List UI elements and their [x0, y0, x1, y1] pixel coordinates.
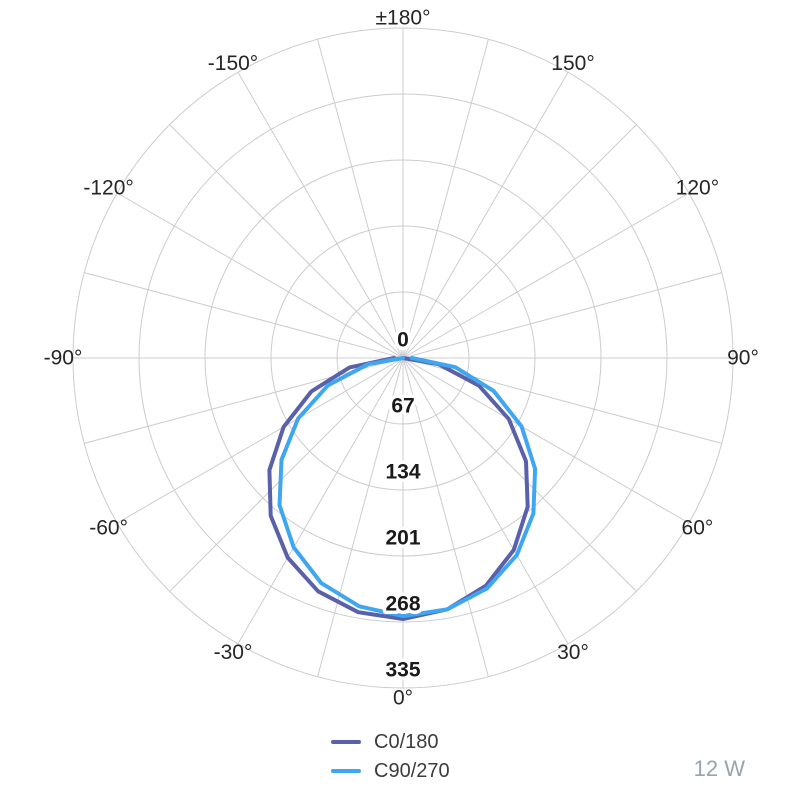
grid-spoke [169, 124, 404, 359]
grid-spoke [237, 357, 404, 645]
angle-label: 150° [551, 52, 594, 75]
grid-spoke [402, 357, 489, 677]
angle-label: 60° [682, 517, 714, 540]
legend-swatch-c90-270 [331, 769, 361, 773]
grid-spoke [402, 124, 637, 359]
wattage-label: 12 W [693, 756, 745, 781]
radial-tick-label: 201 [385, 527, 420, 550]
radial-tick-label: 134 [385, 461, 420, 484]
grid-spoke [402, 192, 690, 359]
angle-label: -60° [89, 517, 128, 540]
grid-spoke [84, 272, 404, 359]
grid-spoke [402, 357, 637, 592]
grid-spoke [317, 39, 404, 359]
grid-spoke [402, 71, 569, 359]
grid-spoke [169, 357, 404, 592]
angle-label: -30° [214, 641, 253, 664]
legend-label-c0-180: C0/180 [374, 731, 439, 753]
angle-label: -150° [208, 52, 258, 75]
angle-label: 90° [727, 347, 759, 370]
grid-spoke [402, 272, 722, 359]
angle-label: 0° [393, 687, 413, 710]
grid-spoke [116, 357, 404, 524]
radial-tick-label: 0 [397, 329, 409, 352]
grid-spoke [237, 71, 404, 359]
angle-label: 120° [676, 177, 719, 200]
grid-spoke [402, 357, 569, 645]
legend-label-c90-270: C90/270 [374, 760, 450, 782]
angle-label: -90° [44, 347, 83, 370]
angle-label: -120° [83, 177, 133, 200]
grid-spoke [317, 357, 404, 677]
legend-swatch-c0-180 [331, 740, 361, 744]
angle-label: ±180° [376, 7, 431, 30]
legend-item-c90-270: C90/270 [331, 760, 450, 782]
radial-tick-label: 268 [385, 593, 420, 616]
series-curve-c90-270 [277, 356, 538, 619]
grid-spoke [402, 357, 690, 524]
radial-tick-label: 335 [385, 659, 420, 682]
chart-legend: C0/180 C90/270 [331, 731, 450, 782]
angle-label: 30° [557, 641, 589, 664]
grid-spoke [402, 39, 489, 359]
radial-tick-label: 67 [391, 395, 414, 418]
series-curve-c0-180 [267, 356, 530, 621]
legend-item-c0-180: C0/180 [331, 731, 450, 753]
grid-spoke [116, 192, 404, 359]
